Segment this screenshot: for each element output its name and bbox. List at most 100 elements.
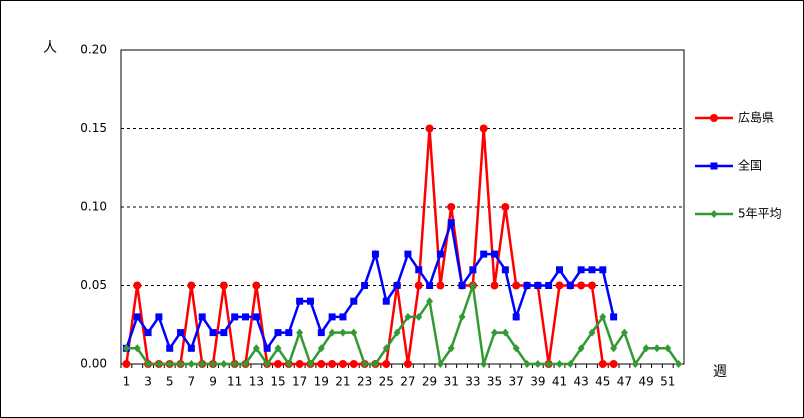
data-point — [122, 344, 130, 353]
data-point — [350, 297, 358, 305]
data-point — [296, 328, 304, 337]
data-point — [447, 344, 455, 353]
data-point — [361, 282, 369, 289]
data-point — [566, 360, 574, 368]
data-point — [177, 329, 185, 337]
data-point — [263, 360, 271, 368]
legend-label: 広島県 — [738, 110, 774, 125]
data-point — [263, 344, 271, 352]
legend-marker — [710, 210, 718, 218]
x-tick-label: 41 — [552, 375, 567, 389]
data-point — [587, 281, 596, 290]
data-point — [642, 344, 650, 353]
data-point — [512, 281, 521, 290]
x-tick-label: 39 — [530, 375, 545, 389]
data-point — [491, 250, 499, 258]
data-point — [187, 360, 195, 368]
y-tick-label: 0.05 — [80, 278, 107, 292]
data-point — [620, 328, 628, 337]
data-point — [328, 313, 336, 321]
y-tick-label: 0.00 — [80, 357, 107, 371]
data-point — [219, 281, 228, 290]
data-point — [231, 313, 239, 321]
y-axis-label: 人 — [43, 40, 57, 56]
data-point — [458, 282, 466, 289]
data-point — [425, 124, 434, 133]
data-point — [436, 360, 444, 368]
x-tick-label: 17 — [292, 375, 307, 389]
y-tick-label: 0.15 — [80, 121, 107, 135]
x-tick-label: 13 — [249, 375, 264, 389]
data-point — [317, 329, 325, 337]
data-point — [209, 329, 217, 337]
data-point — [155, 360, 163, 368]
data-point — [458, 312, 466, 321]
x-tick-label: 35 — [487, 375, 502, 389]
x-tick-label: 21 — [335, 375, 350, 389]
data-point — [122, 360, 131, 368]
data-point — [479, 124, 488, 133]
series-line — [125, 222, 615, 352]
data-point — [198, 360, 206, 368]
data-point — [187, 281, 196, 290]
data-point — [653, 344, 661, 353]
x-tick-label: 25 — [379, 375, 394, 389]
data-point — [436, 250, 444, 258]
data-point — [296, 297, 304, 305]
data-point — [588, 266, 596, 274]
data-point — [231, 360, 239, 368]
data-point — [382, 360, 391, 368]
x-tick-label: 7 — [188, 375, 196, 389]
data-point — [631, 360, 639, 368]
data-point — [328, 328, 336, 337]
data-point — [414, 281, 423, 290]
data-point — [242, 360, 250, 368]
data-point — [577, 281, 586, 290]
x-tick-label: 45 — [595, 375, 610, 389]
data-point — [610, 344, 618, 353]
x-tick-label: 31 — [444, 375, 459, 389]
data-point — [523, 282, 531, 289]
data-point — [555, 266, 563, 274]
data-point — [393, 328, 401, 337]
data-point — [144, 360, 152, 368]
data-point — [447, 219, 455, 227]
data-point — [609, 360, 618, 368]
data-point — [599, 266, 607, 274]
data-point — [415, 312, 423, 321]
legend-label: 5年平均 — [738, 207, 782, 221]
data-point — [328, 360, 337, 368]
x-tick-label: 1 — [123, 375, 131, 389]
data-point — [285, 360, 293, 368]
data-point — [480, 360, 488, 368]
data-point — [501, 266, 509, 274]
x-tick-label: 51 — [660, 375, 675, 389]
x-axis-label: 週 — [713, 364, 727, 380]
data-point — [371, 360, 379, 368]
data-point — [664, 344, 672, 353]
data-point — [166, 344, 174, 352]
data-point — [252, 344, 260, 353]
data-point — [534, 282, 542, 289]
data-point — [338, 360, 347, 368]
data-point — [382, 297, 390, 305]
data-point — [306, 360, 314, 368]
data-point — [339, 328, 347, 337]
data-point — [480, 250, 488, 258]
data-point — [523, 360, 531, 368]
data-point — [371, 250, 379, 258]
data-point — [447, 203, 456, 211]
legend-label: 全国 — [738, 158, 762, 173]
data-point — [426, 297, 434, 306]
data-point — [469, 266, 477, 274]
data-point — [220, 360, 228, 368]
x-tick-label: 19 — [314, 375, 329, 389]
data-point — [577, 266, 585, 274]
data-point — [436, 281, 445, 290]
data-point — [393, 282, 401, 289]
data-point — [285, 329, 293, 337]
x-tick-label: 5 — [166, 375, 174, 389]
data-point — [144, 329, 152, 337]
data-point — [403, 360, 412, 368]
data-point — [577, 344, 585, 353]
